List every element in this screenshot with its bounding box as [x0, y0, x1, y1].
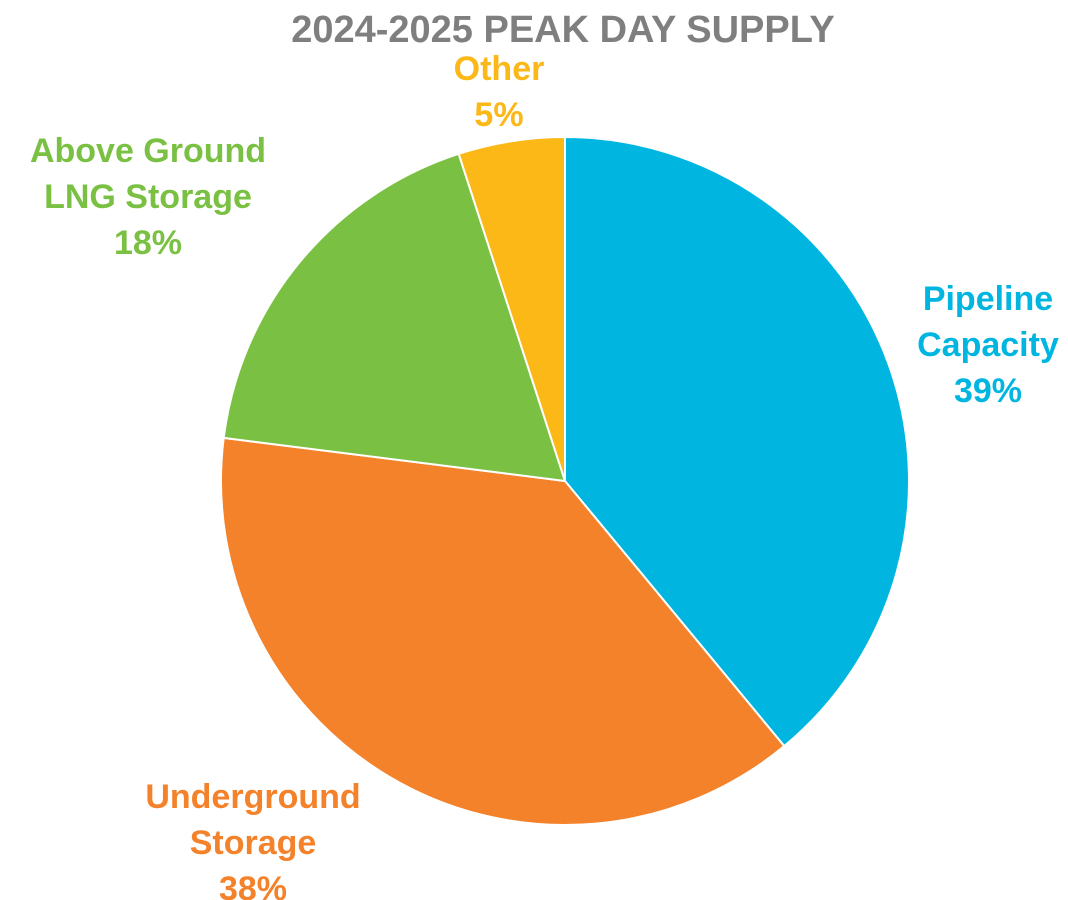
- slice-name-label: Above Ground: [30, 132, 266, 170]
- slice-percent-label: 39%: [954, 372, 1022, 410]
- slice-percent-label: 5%: [474, 96, 523, 134]
- slice-label-underground-storage: Underground Storage 38%: [145, 778, 360, 900]
- slice-name-label: Capacity: [917, 326, 1059, 364]
- slice-label-above-ground-lng-storage: Above Ground LNG Storage 18%: [30, 132, 266, 262]
- slice-labels: Pipeline Capacity 39% Underground Storage 38%…: [30, 50, 1059, 900]
- pie-slice-above-ground-lng-storage: [222, 152, 567, 483]
- slice-label-other: Other 5%: [454, 50, 545, 134]
- slice-name-label: Underground: [145, 778, 360, 816]
- pie-slice-pipeline-capacity: [564, 135, 910, 748]
- slice-name-label: Other: [454, 50, 545, 88]
- pie-slice-other: [457, 135, 566, 482]
- slice-percent-label: 18%: [114, 224, 182, 262]
- pie-slices: [220, 135, 910, 826]
- slice-name-label: Pipeline: [923, 280, 1053, 318]
- slice-percent-label: 38%: [219, 870, 287, 900]
- slice-name-label: LNG Storage: [44, 178, 252, 216]
- pie-slice-underground-storage: [220, 436, 786, 826]
- slice-name-label: Storage: [190, 824, 317, 862]
- slice-label-pipeline-capacity: Pipeline Capacity 39%: [917, 280, 1059, 410]
- chart-title: 2024-2025 PEAK DAY SUPPLY: [291, 9, 835, 51]
